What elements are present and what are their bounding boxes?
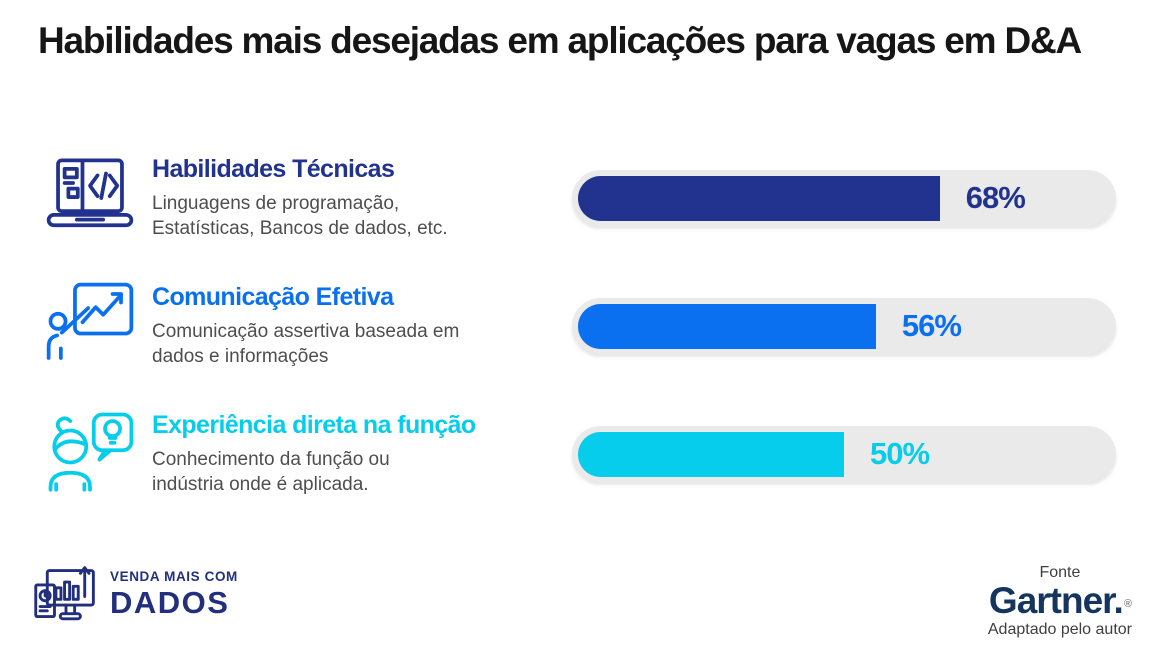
skill-title: Experiência direta na função [152,410,476,439]
brand-logo: VENDA MAIS COM DADOS [30,557,238,633]
source-note: Adaptado pelo autor [987,621,1132,638]
skill-row-habilidades-tecnicas: Habilidades Técnicas Linguagens de progr… [40,134,1116,262]
bar-track: 50% [572,425,1116,483]
brand-name: DADOS [110,585,230,620]
presenter-chart-icon [40,276,140,376]
skills-chart: Habilidades Técnicas Linguagens de progr… [40,134,1116,518]
skill-row-comunicacao-efetiva: Comunicação Efetiva Comunicação assertiv… [40,262,1116,390]
gartner-logo: Gartner.® [988,580,1132,621]
skill-description: Conhecimento da função ou indústria onde… [152,448,390,495]
bar-track: 56% [572,297,1116,355]
monitor-chart-icon [34,566,95,621]
source-label: Fonte [1039,564,1081,581]
skill-title: Comunicação Efetiva [152,282,394,311]
skill-row-experiencia-direta: Experiência direta na função Conheciment… [40,390,1116,518]
laptop-code-icon [40,148,140,248]
brand-tagline: VENDA MAIS COM [110,569,238,584]
page-title: Habilidades mais desejadas em aplicações… [38,20,1082,61]
bar-track: 68% [572,169,1116,227]
source-block: Fonte Gartner.® Adaptado pelo autor [988,564,1132,639]
bar-value: 56% [901,308,962,343]
bar-value: 68% [965,180,1026,215]
bar-fill [578,175,940,221]
registered-mark: ® [1123,598,1132,610]
skill-description: Comunicação assertiva baseada em dados e… [152,320,460,367]
skill-description: Linguagens de programação, Estatísticas,… [152,192,448,239]
person-idea-icon [40,404,140,504]
bar-fill [578,431,844,477]
bar-value: 50% [870,436,930,471]
bar-fill [578,303,876,349]
skill-title: Habilidades Técnicas [152,154,395,183]
